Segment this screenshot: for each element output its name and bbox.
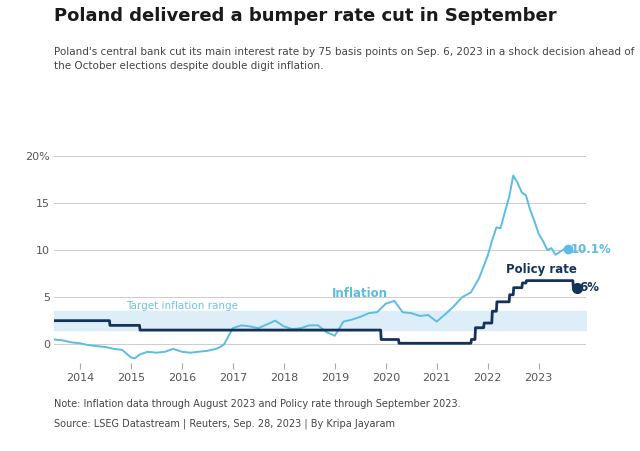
Text: Policy rate: Policy rate bbox=[506, 263, 577, 276]
Text: Source: LSEG Datastream | Reuters, Sep. 28, 2023 | By Kripa Jayaram: Source: LSEG Datastream | Reuters, Sep. … bbox=[54, 419, 396, 429]
Text: Poland delivered a bumper rate cut in September: Poland delivered a bumper rate cut in Se… bbox=[54, 7, 557, 25]
Text: 6%: 6% bbox=[579, 281, 600, 294]
Text: Inflation: Inflation bbox=[332, 287, 388, 300]
Text: Poland's central bank cut its main interest rate by 75 basis points on Sep. 6, 2: Poland's central bank cut its main inter… bbox=[54, 47, 635, 71]
Text: Target inflation range: Target inflation range bbox=[126, 301, 238, 311]
Text: Note: Inflation data through August 2023 and Policy rate through September 2023.: Note: Inflation data through August 2023… bbox=[54, 399, 461, 409]
Text: 10.1%: 10.1% bbox=[571, 243, 612, 256]
